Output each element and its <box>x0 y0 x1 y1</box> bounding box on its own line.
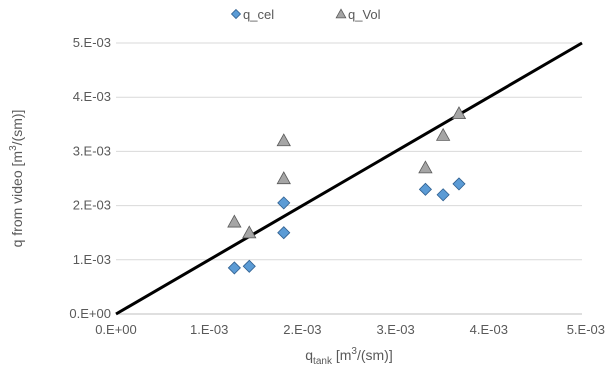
y-tick-label: 5.E-03 <box>73 35 111 50</box>
data-points <box>227 106 467 275</box>
point-q-cel <box>277 226 291 240</box>
y-tick-label: 0.E+00 <box>69 306 111 321</box>
point-q-vol <box>276 133 291 147</box>
point-q-vol <box>276 171 291 185</box>
x-axis-title: qtank [m3/(sm)] <box>305 346 392 367</box>
point-q-cel <box>436 188 450 202</box>
x-tick-labels: 0.E+00 1.E-03 2.E-03 3.E-03 4.E-03 5.E-03 <box>95 322 605 337</box>
reference-line-1to1 <box>115 41 583 316</box>
gridlines <box>116 42 582 261</box>
y-tick-label: 4.E-03 <box>73 89 111 104</box>
legend: q_cel q_Vol <box>230 7 381 22</box>
axis-titles: qtank [m3/(sm)] q from video [m3/(sm)] <box>8 110 393 367</box>
point-q-cel <box>277 196 291 210</box>
point-q-vol <box>227 214 242 228</box>
point-q-vol <box>451 106 467 120</box>
point-q-cel <box>242 259 256 273</box>
point-q-cel <box>227 261 241 275</box>
x-tick-label: 0.E+00 <box>95 322 137 337</box>
y-tick-label: 1.E-03 <box>73 252 111 267</box>
y-tick-label: 2.E-03 <box>73 198 111 213</box>
point-q-vol <box>418 160 433 174</box>
y-axis-title: q from video [m3/(sm)] <box>8 110 25 248</box>
reference-line <box>115 41 583 316</box>
legend-label-q-cel: q_cel <box>243 7 274 22</box>
point-q-vol <box>242 225 257 239</box>
y-tick-label: 3.E-03 <box>73 143 111 158</box>
x-tick-label: 3.E-03 <box>376 322 414 337</box>
x-tick-label: 4.E-03 <box>470 322 508 337</box>
x-tick-label: 2.E-03 <box>283 322 321 337</box>
legend-marker-q-vol <box>335 8 347 19</box>
point-q-cel <box>418 182 432 196</box>
legend-marker-q-cel <box>230 8 242 20</box>
y-tick-labels: 0.E+00 1.E-03 2.E-03 3.E-03 4.E-03 5.E-03 <box>69 35 111 321</box>
legend-label-q-vol: q_Vol <box>348 7 381 22</box>
x-tick-label: 1.E-03 <box>190 322 228 337</box>
point-q-vol <box>435 127 451 141</box>
x-tick-label: 5.E-03 <box>567 322 605 337</box>
point-q-cel <box>452 177 466 191</box>
